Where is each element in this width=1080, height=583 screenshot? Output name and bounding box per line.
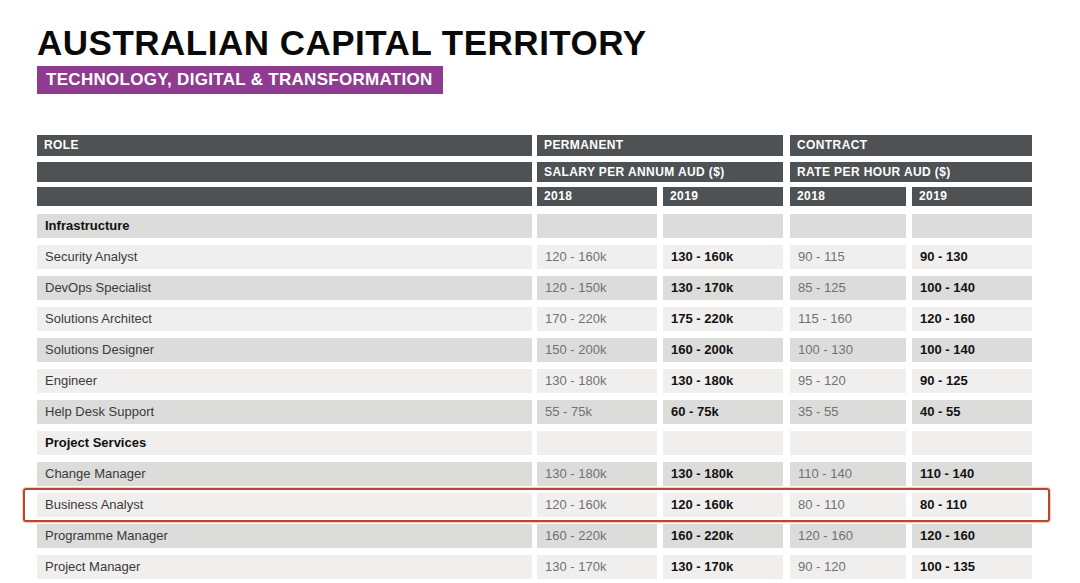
table-row: Help Desk Support55 - 75k60 - 75k 35 - 55… (37, 400, 1032, 424)
table-row: Project Manager130 - 170k130 - 170k90 - … (37, 555, 1032, 579)
cell-contract-2018: 80 - 110 (790, 493, 906, 517)
cell-contract-2018: 115 - 160 (790, 307, 906, 331)
table-header-row-groups: ROLE PERMANENT CONTRACT (37, 135, 1032, 156)
section-name: Project Services (37, 431, 532, 455)
cell-contract-2019: 80 - 110 (912, 493, 1032, 517)
cell-role: Engineer (37, 369, 532, 393)
cell-permanent-2018: 120 - 160k (537, 245, 657, 269)
cell-role: Solutions Architect (37, 307, 532, 331)
cell-contract-2018: 85 - 125 (790, 276, 906, 300)
column-header-con-2018: 2018 (790, 187, 906, 206)
cell-contract-2019: 100 - 140 (912, 276, 1032, 300)
table-row: Solutions Designer150 - 200k160 - 200k 10… (37, 338, 1032, 362)
table-body: InfrastructureSecurity Analyst120 - 160k… (37, 214, 1032, 579)
cell-contract-2019 (912, 214, 1032, 238)
column-header-contract: CONTRACT (790, 135, 1032, 156)
cell-permanent-2018 (537, 431, 657, 455)
cell-permanent-2019 (663, 214, 783, 238)
cell-contract-2018: 110 - 140 (790, 462, 906, 486)
cell-contract-2019: 90 - 130 (912, 245, 1032, 269)
document-page: AUSTRALIAN CAPITAL TERRITORY TECHNOLOGY,… (0, 0, 1080, 583)
column-header-role: ROLE (37, 135, 532, 156)
section-header-row: Infrastructure (37, 214, 1032, 238)
column-header-spacer (37, 162, 532, 182)
cell-role: Change Manager (37, 462, 532, 486)
cell-permanent-2019: 130 - 180k (663, 369, 783, 393)
table-row: Security Analyst120 - 160k130 - 160k 90 -… (37, 245, 1032, 269)
table-row: DevOps Specialist120 - 150k130 - 170k 85 … (37, 276, 1032, 300)
salary-table: ROLE PERMANENT CONTRACT SALARY PER ANNUM… (37, 135, 1032, 579)
column-header-salary-per-annum: SALARY PER ANNUM AUD ($) (537, 162, 783, 182)
cell-role: Programme Manager (37, 524, 532, 548)
column-header-permanent: PERMANENT (537, 135, 783, 156)
table-header-row-units: SALARY PER ANNUM AUD ($) RATE PER HOUR A… (37, 162, 1032, 182)
cell-permanent-2019: 130 - 160k (663, 245, 783, 269)
cell-contract-2019: 90 - 125 (912, 369, 1032, 393)
table-row: Business Analyst120 - 160k120 - 160k80 -… (37, 493, 1032, 517)
table-row: Programme Manager160 - 220k160 - 220k120… (37, 524, 1032, 548)
cell-contract-2018: 100 - 130 (790, 338, 906, 362)
table-header-row-years: 2018 2019 2018 2019 (37, 187, 1032, 206)
page-title: AUSTRALIAN CAPITAL TERRITORY (37, 24, 647, 62)
cell-permanent-2019: 160 - 220k (663, 524, 783, 548)
column-header-rate-per-hour: RATE PER HOUR AUD ($) (790, 162, 1032, 182)
cell-permanent-2019: 160 - 200k (663, 338, 783, 362)
cell-permanent-2019: 175 - 220k (663, 307, 783, 331)
cell-role: Solutions Designer (37, 338, 532, 362)
cell-permanent-2018: 120 - 160k (537, 493, 657, 517)
cell-permanent-2018: 120 - 150k (537, 276, 657, 300)
cell-permanent-2019: 60 - 75k (663, 400, 783, 424)
cell-contract-2019: 110 - 140 (912, 462, 1032, 486)
column-header-perm-2019: 2019 (663, 187, 783, 206)
cell-contract-2019: 120 - 160 (912, 524, 1032, 548)
column-header-con-2019: 2019 (912, 187, 1032, 206)
cell-contract-2018: 90 - 115 (790, 245, 906, 269)
cell-role: Project Manager (37, 555, 532, 579)
column-header-perm-2018: 2018 (537, 187, 657, 206)
cell-contract-2018: 90 - 120 (790, 555, 906, 579)
cell-role: DevOps Specialist (37, 276, 532, 300)
column-header-spacer (37, 187, 532, 206)
cell-permanent-2018: 160 - 220k (537, 524, 657, 548)
cell-contract-2018: 35 - 55 (790, 400, 906, 424)
cell-contract-2019 (912, 431, 1032, 455)
cell-permanent-2019 (663, 431, 783, 455)
cell-permanent-2018: 170 - 220k (537, 307, 657, 331)
cell-permanent-2018: 55 - 75k (537, 400, 657, 424)
table-row: Change Manager130 - 180k130 - 180k110 - … (37, 462, 1032, 486)
table-row: Solutions Architect170 - 220k175 - 220k 1… (37, 307, 1032, 331)
cell-contract-2019: 120 - 160 (912, 307, 1032, 331)
cell-permanent-2019: 130 - 170k (663, 276, 783, 300)
category-badge: TECHNOLOGY, DIGITAL & TRANSFORMATION (37, 66, 443, 94)
cell-permanent-2019: 120 - 160k (663, 493, 783, 517)
cell-contract-2019: 40 - 55 (912, 400, 1032, 424)
cell-permanent-2018: 130 - 180k (537, 369, 657, 393)
cell-permanent-2018 (537, 214, 657, 238)
cell-permanent-2019: 130 - 170k (663, 555, 783, 579)
cell-permanent-2018: 130 - 170k (537, 555, 657, 579)
table-row: Engineer130 - 180k130 - 180k95 - 12090 -… (37, 369, 1032, 393)
cell-contract-2018: 95 - 120 (790, 369, 906, 393)
cell-contract-2018: 120 - 160 (790, 524, 906, 548)
cell-contract-2019: 100 - 135 (912, 555, 1032, 579)
cell-role: Business Analyst (37, 493, 532, 517)
cell-permanent-2019: 130 - 180k (663, 462, 783, 486)
cell-contract-2018 (790, 431, 906, 455)
cell-contract-2018 (790, 214, 906, 238)
cell-contract-2019: 100 - 140 (912, 338, 1032, 362)
section-header-row: Project Services (37, 431, 1032, 455)
cell-permanent-2018: 130 - 180k (537, 462, 657, 486)
cell-permanent-2018: 150 - 200k (537, 338, 657, 362)
section-name: Infrastructure (37, 214, 532, 238)
cell-role: Security Analyst (37, 245, 532, 269)
cell-role: Help Desk Support (37, 400, 532, 424)
